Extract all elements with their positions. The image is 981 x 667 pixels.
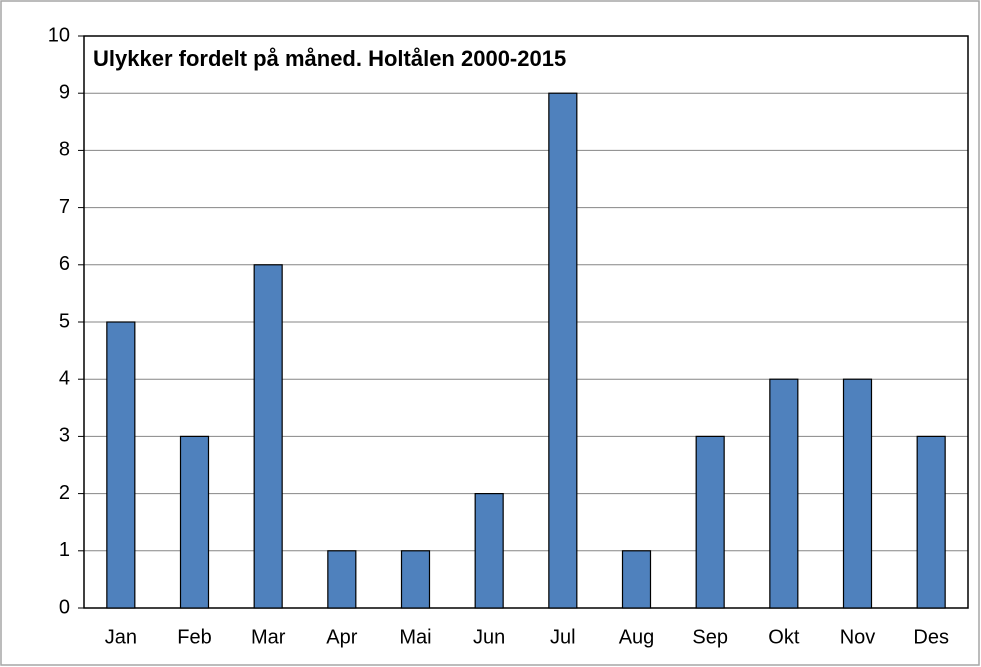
x-tick-label: Sep <box>692 626 728 648</box>
x-tick-label: Apr <box>326 626 357 648</box>
bar <box>474 493 504 609</box>
x-tick-label: Jul <box>550 626 576 648</box>
bar <box>916 435 946 609</box>
y-tick-label: 7 <box>59 196 70 218</box>
plot-border <box>83 35 969 609</box>
bar <box>400 550 431 609</box>
y-tick-label: 6 <box>59 253 70 275</box>
y-tick-label: 2 <box>59 482 70 504</box>
bar <box>621 550 652 609</box>
chart-title: Ulykker fordelt på måned. Holtålen 2000-… <box>93 46 566 71</box>
y-tick-label: 4 <box>59 367 70 389</box>
bar <box>548 92 578 609</box>
y-tick-label: 1 <box>59 539 70 561</box>
x-tick-label: Jun <box>473 626 505 648</box>
y-tick-label: 10 <box>48 24 70 46</box>
bar <box>695 435 725 609</box>
bar <box>842 378 873 609</box>
bar <box>179 435 210 609</box>
x-tick-label: Nov <box>840 626 876 648</box>
x-tick-label: Aug <box>619 626 655 648</box>
x-tick-label: Des <box>913 626 949 648</box>
x-tick-label: Feb <box>177 626 211 648</box>
bar <box>106 321 136 609</box>
y-tick-label: 3 <box>59 425 70 447</box>
x-tick-label: Mar <box>251 626 286 648</box>
y-tick-label: 9 <box>59 81 70 103</box>
bar <box>253 264 283 609</box>
x-tick-label: Mai <box>399 626 431 648</box>
x-tick-label: Jan <box>105 626 137 648</box>
x-tick-label: Okt <box>768 626 800 648</box>
y-tick-label: 8 <box>59 139 70 161</box>
bar <box>769 378 799 609</box>
y-tick-label: 5 <box>59 310 70 332</box>
bar <box>327 550 357 609</box>
y-tick-label: 0 <box>59 596 70 618</box>
